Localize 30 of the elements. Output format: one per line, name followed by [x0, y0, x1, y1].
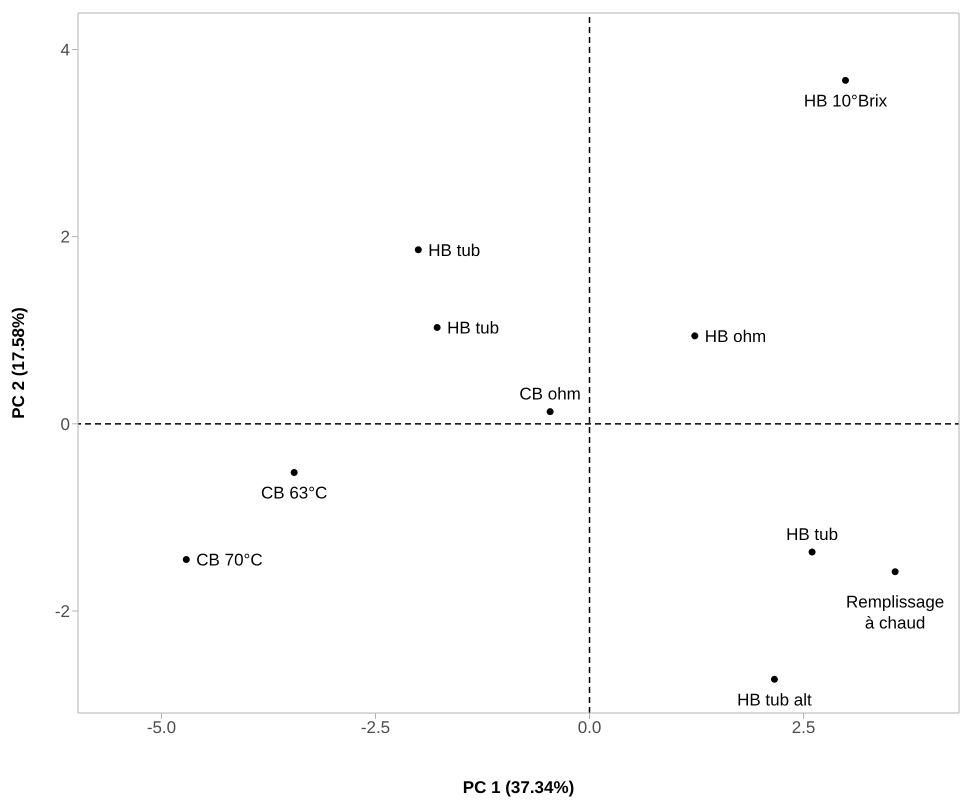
- point: [434, 324, 441, 331]
- point: [182, 556, 190, 564]
- annotation: HB 10°Brix: [804, 91, 888, 110]
- point: [842, 76, 849, 84]
- point: [290, 468, 298, 476]
- y-tick-label: 2: [60, 228, 70, 247]
- annotation: Remplissage à chaud: [846, 592, 944, 633]
- x-tick-label: -2.5: [360, 718, 390, 738]
- point: [414, 246, 422, 254]
- x-tick-label: -5.0: [146, 718, 176, 738]
- annotation: HB tub: [428, 240, 480, 260]
- annotation: HB ohm: [704, 326, 766, 346]
- point: [892, 568, 899, 576]
- x-tick-label: 0.0: [578, 718, 602, 738]
- point: [770, 676, 778, 683]
- annotation: HB tub: [786, 525, 838, 544]
- point: [808, 548, 816, 556]
- annotation: HB tub: [447, 318, 500, 338]
- y-tick-label: 0: [60, 414, 70, 434]
- point: [691, 332, 698, 340]
- annotation: CB 63°C: [261, 483, 328, 502]
- y-axis-title: PC 2 (17.58%): [9, 307, 28, 419]
- y-tick-label: 4: [60, 40, 70, 60]
- x-tick-label: 2.5: [792, 718, 816, 738]
- x-axis-title: PC 1 (37.34%): [462, 778, 574, 797]
- annotation: CB ohm: [519, 384, 581, 404]
- annotation: CB 70°C: [196, 550, 263, 570]
- annotation: HB tub alt: [737, 690, 812, 710]
- point: [546, 408, 554, 416]
- y-tick-label: -2: [54, 602, 70, 622]
